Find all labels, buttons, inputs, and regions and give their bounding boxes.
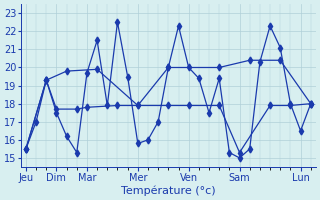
X-axis label: Température (°c): Température (°c) — [121, 185, 216, 196]
